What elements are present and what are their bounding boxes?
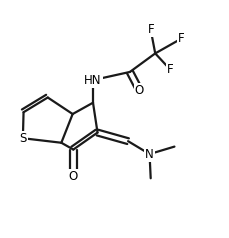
- Text: N: N: [145, 148, 154, 161]
- Text: HN: HN: [84, 74, 102, 87]
- Text: F: F: [147, 23, 154, 36]
- Text: O: O: [69, 170, 78, 183]
- Text: O: O: [135, 84, 144, 97]
- Text: F: F: [178, 32, 185, 45]
- Text: S: S: [19, 132, 27, 145]
- Text: F: F: [167, 63, 173, 76]
